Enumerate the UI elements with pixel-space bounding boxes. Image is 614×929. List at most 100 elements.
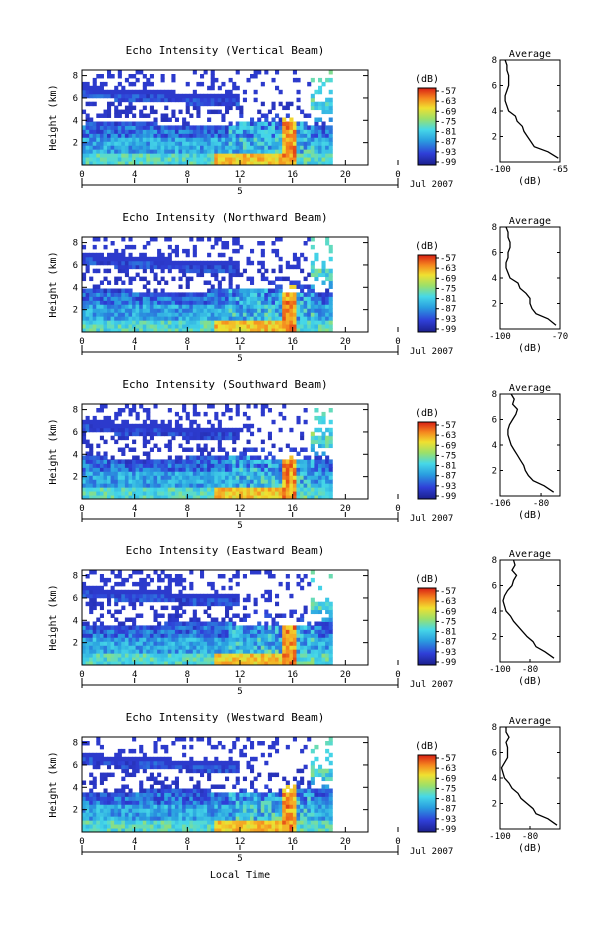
date-label: Jul 2007 <box>410 847 453 857</box>
x-tick-label: 16 <box>287 670 298 680</box>
y-tick-label: 6 <box>73 594 78 604</box>
average-frame <box>499 226 561 330</box>
heatmap-field <box>82 737 333 833</box>
colorbar-tick-label: -93 <box>440 482 456 492</box>
colorbar-tick-label: -63 <box>440 597 456 607</box>
colorbar-tick-label: -63 <box>440 431 456 441</box>
heatmap-frame <box>81 736 369 833</box>
panel-4: Echo Intensity (Eastward Beam) 2 4 6 8 Height… <box>48 544 561 697</box>
x-tick-label: 20 <box>340 837 351 847</box>
colorbar-tick-label: -57 <box>440 754 456 764</box>
panel-1: Echo Intensity (Vertical Beam) 2 4 6 8 Height… <box>48 44 568 197</box>
average-x-tick-label: -106 <box>489 499 511 509</box>
average-y-tick-label: 8 <box>492 223 497 233</box>
panel-2: Echo Intensity (Northward Beam) 2 4 6 8 Heigh… <box>48 211 568 364</box>
average-title: Average <box>509 716 551 727</box>
x-tick-label: 16 <box>287 504 298 514</box>
x-tick-label: 20 <box>340 337 351 347</box>
colorbar-tick-label: -63 <box>440 97 456 107</box>
x-tick-label: 4 <box>132 670 137 680</box>
colorbar-tick-label: -69 <box>440 607 456 617</box>
y-tick-label: 8 <box>73 72 78 82</box>
x-tick-label: 12 <box>235 504 246 514</box>
average-title: Average <box>509 49 551 60</box>
heatmap-frame <box>81 69 369 166</box>
colorbar-tick-label: -75 <box>440 784 456 794</box>
x-tick-label: 8 <box>185 504 190 514</box>
average-y-tick-label: 6 <box>492 749 497 759</box>
panel-title: Echo Intensity (Eastward Beam) <box>126 544 325 557</box>
heatmap-frame <box>81 403 369 500</box>
colorbar-tick-label: -57 <box>440 421 456 431</box>
average-x-tick-label: -100 <box>489 165 511 175</box>
figure-xlabel: Local Time <box>210 870 270 881</box>
heatmap-field <box>82 570 333 666</box>
y-tick-label: 2 <box>73 806 78 816</box>
day-label: 5 <box>237 521 242 531</box>
average-y-tick-label: 2 <box>492 300 497 310</box>
x-tick-label: 0 <box>79 504 84 514</box>
y-tick-label: 2 <box>73 473 78 483</box>
y-tick-label: 2 <box>73 306 78 316</box>
y-axis-label: Height (km) <box>48 584 59 650</box>
colorbar-tick-label: -81 <box>440 795 456 805</box>
average-xlabel: (dB) <box>518 343 542 354</box>
y-tick-label: 4 <box>73 283 78 293</box>
colorbar-unit: (dB) <box>415 241 439 252</box>
colorbar-tick-label: -99 <box>440 325 456 335</box>
colorbar-tick-label: -93 <box>440 148 456 158</box>
x-tick-label: 0 <box>395 170 400 180</box>
average-y-tick-label: 2 <box>492 633 497 643</box>
x-tick-label: 8 <box>185 670 190 680</box>
average-x-tick-label: -100 <box>489 332 511 342</box>
x-tick-label: 0 <box>395 337 400 347</box>
date-label: Jul 2007 <box>410 347 453 357</box>
colorbar-unit: (dB) <box>415 408 439 419</box>
colorbar <box>417 587 437 666</box>
average-xlabel: (dB) <box>518 510 542 521</box>
average-y-tick-label: 4 <box>492 107 497 117</box>
colorbar-tick-label: -81 <box>440 295 456 305</box>
average-x-tick-label: -80 <box>522 832 538 842</box>
y-tick-label: 2 <box>73 139 78 149</box>
average-profile-line <box>505 226 557 326</box>
average-y-tick-label: 8 <box>492 556 497 566</box>
x-tick-label: 0 <box>79 170 84 180</box>
colorbar-tick-label: -69 <box>440 441 456 451</box>
panel-3: Echo Intensity (Southward Beam) 2 4 6 8 Heigh… <box>48 378 561 531</box>
colorbar-tick-label: -87 <box>440 638 456 648</box>
heatmap-field <box>82 70 333 166</box>
y-axis-label: Height (km) <box>48 751 59 817</box>
average-frame <box>499 559 561 663</box>
average-x-tick-label: -100 <box>489 832 511 842</box>
colorbar-tick-label: -57 <box>440 587 456 597</box>
average-y-tick-label: 4 <box>492 607 497 617</box>
average-y-tick-label: 6 <box>492 582 497 592</box>
colorbar-tick-label: -75 <box>440 617 456 627</box>
x-tick-label: 20 <box>340 670 351 680</box>
colorbar-tick-label: -57 <box>440 254 456 264</box>
y-tick-label: 8 <box>73 406 78 416</box>
date-label: Jul 2007 <box>410 514 453 524</box>
colorbar-tick-label: -93 <box>440 315 456 325</box>
colorbar-tick-label: -57 <box>440 87 456 97</box>
colorbar-tick-label: -69 <box>440 107 456 117</box>
x-tick-label: 8 <box>185 170 190 180</box>
average-y-tick-label: 6 <box>492 249 497 259</box>
x-tick-label: 8 <box>185 337 190 347</box>
y-tick-label: 8 <box>73 572 78 582</box>
colorbar-unit: (dB) <box>415 574 439 585</box>
panel-title: Echo Intensity (Southward Beam) <box>122 378 327 391</box>
average-x-tick-label: -65 <box>552 165 568 175</box>
x-tick-label: 8 <box>185 837 190 847</box>
colorbar <box>417 87 437 166</box>
day-label: 5 <box>237 687 242 697</box>
average-profile-line <box>504 59 559 159</box>
average-x-tick-label: -80 <box>522 665 538 675</box>
y-tick-label: 6 <box>73 94 78 104</box>
average-title: Average <box>509 216 551 227</box>
colorbar-tick-label: -87 <box>440 472 456 482</box>
y-tick-label: 8 <box>73 239 78 249</box>
panel-title: Echo Intensity (Northward Beam) <box>122 211 327 224</box>
